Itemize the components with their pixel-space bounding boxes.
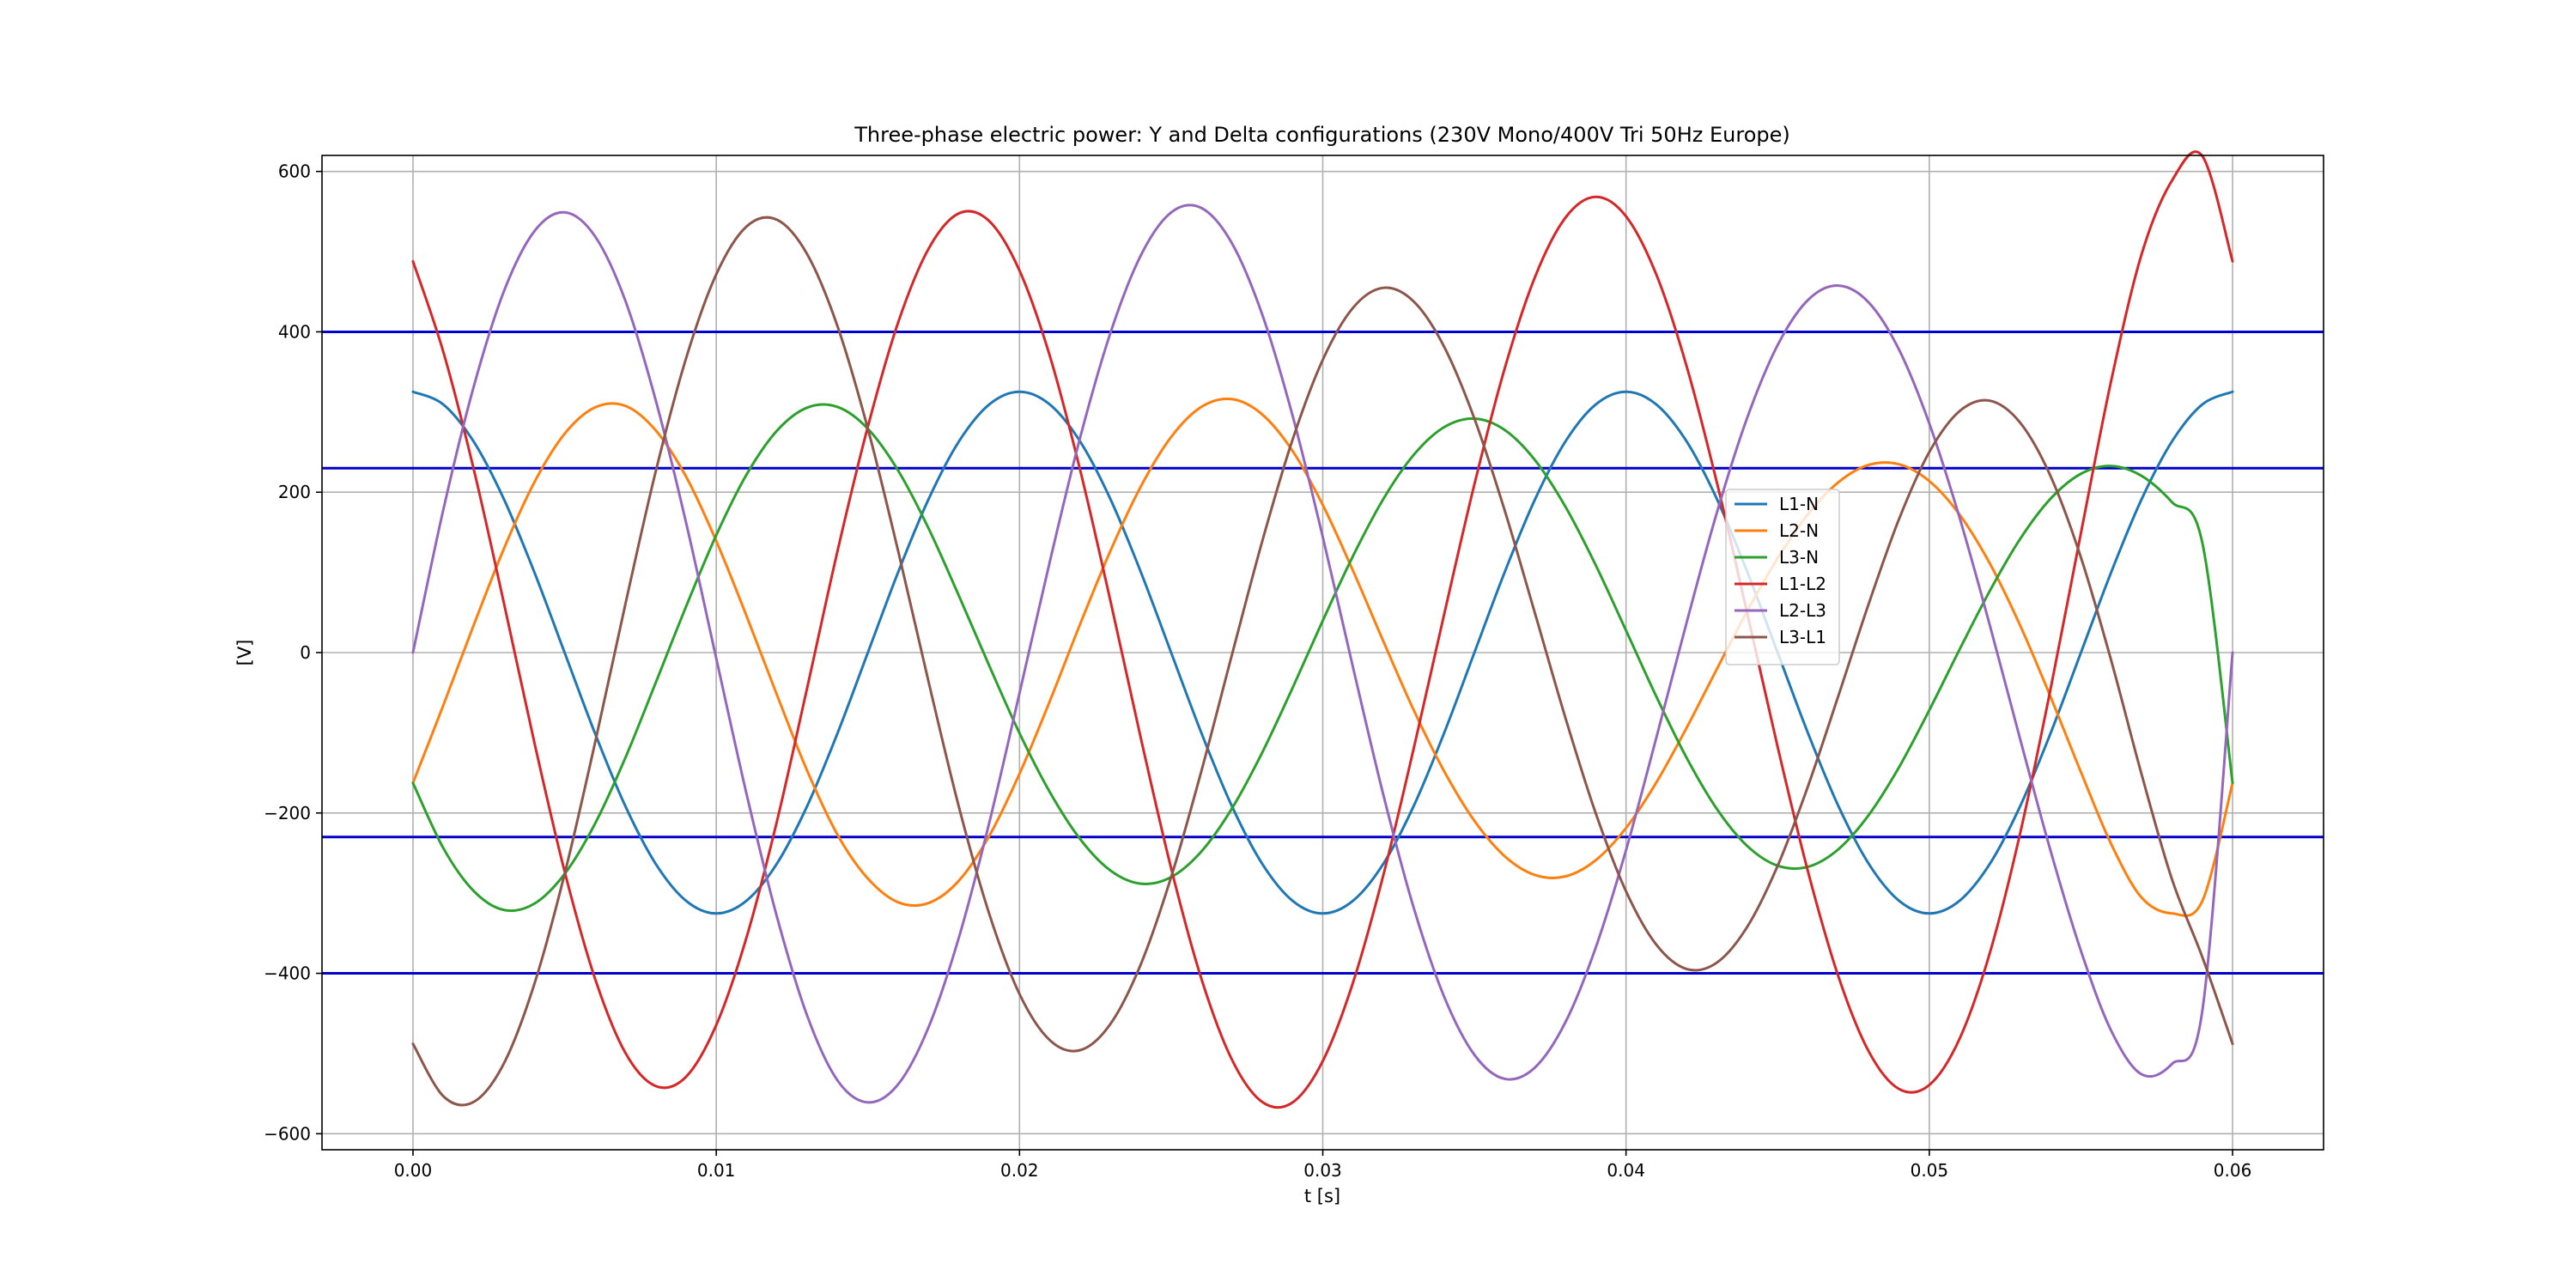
- legend-box: [1725, 489, 1840, 665]
- x-tick-label: 0.04: [1607, 1160, 1645, 1181]
- x-tick-label: 0.05: [1911, 1160, 1949, 1181]
- series-lines: [411, 150, 2234, 1109]
- legend-label: L1-N: [1779, 494, 1819, 514]
- y-tick-label: −400: [264, 963, 311, 984]
- x-tick-label: 0.06: [2214, 1160, 2252, 1181]
- y-tick-label: 600: [278, 161, 311, 182]
- legend-label: L3-N: [1779, 547, 1819, 568]
- series-line-l1-l2: [411, 150, 2234, 1109]
- series-line-l2-l3: [411, 204, 2234, 1104]
- legend-label: L3-L1: [1779, 627, 1826, 647]
- legend-label: L2-N: [1779, 520, 1819, 541]
- y-tick-label: 400: [278, 321, 311, 342]
- legend-label: L1-L2: [1779, 574, 1826, 594]
- axis-ticks: 0.00 0.01 0.02 0.03 0.04 0.05 0.06 −600 −400 −200…: [264, 161, 2251, 1181]
- y-tick-label: −600: [264, 1123, 311, 1144]
- x-tick-label: 0.01: [697, 1160, 736, 1181]
- series-line-l2-n: [411, 397, 2234, 917]
- y-tick-label: 200: [278, 482, 311, 502]
- x-tick-label: 0.02: [1000, 1160, 1039, 1181]
- y-tick-label: −200: [264, 803, 311, 823]
- series-line-l3-n: [411, 403, 2234, 913]
- chart-title: Three-phase electric power: Y and Delta …: [854, 123, 1789, 147]
- x-axis-label: t [s]: [1304, 1186, 1340, 1206]
- y-tick-label: 0: [300, 642, 311, 663]
- legend: L1-N L2-N L3-N L1-L2 L2-L3 L3-L1: [1725, 489, 1840, 665]
- legend-label: L2-L3: [1779, 600, 1826, 621]
- series-line-l1-n: [411, 390, 2234, 915]
- x-tick-label: 0.03: [1303, 1160, 1342, 1181]
- x-tick-label: 0.00: [394, 1160, 433, 1181]
- series-line-l3-l1: [411, 216, 2234, 1107]
- y-axis-label: [V]: [234, 640, 255, 666]
